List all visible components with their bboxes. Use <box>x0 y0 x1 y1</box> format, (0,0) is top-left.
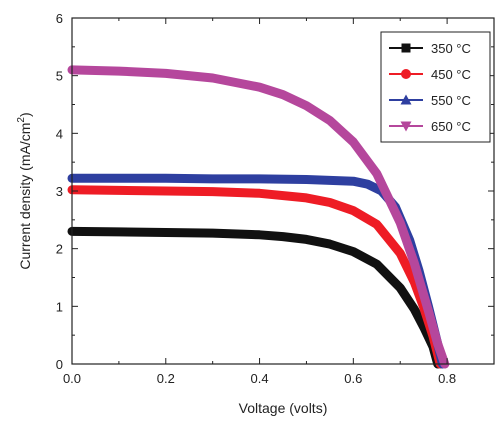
x-tick-label: 0.8 <box>438 371 456 386</box>
series-line <box>67 65 450 369</box>
x-tick-label: 0.0 <box>63 371 81 386</box>
legend-label: 650 °C <box>431 119 471 134</box>
legend-marker <box>401 43 411 53</box>
legend-label: 550 °C <box>431 93 471 108</box>
x-tick-label: 0.6 <box>344 371 362 386</box>
x-tick-label: 0.2 <box>157 371 175 386</box>
legend-marker <box>400 121 412 132</box>
legend-label: 350 °C <box>431 41 471 56</box>
legend-marker <box>401 69 411 79</box>
y-tick-label: 6 <box>56 11 63 26</box>
y-axis-title: Current density (mA/cm2) <box>16 112 33 269</box>
legend-box <box>380 31 491 143</box>
axes-layer: 0.0 0.2 0.4 0.6 0.8 0 1 2 3 4 5 6 <box>56 11 495 386</box>
curves-layer <box>67 65 450 369</box>
y-tick-label: 3 <box>56 184 63 199</box>
legend-label: 450 °C <box>431 67 471 82</box>
x-tick-label: 0.4 <box>251 371 269 386</box>
y-tick-label: 5 <box>56 69 63 84</box>
y-tick-label: 1 <box>56 299 63 314</box>
series-line <box>67 226 443 369</box>
y-tick-label: 0 <box>56 357 63 372</box>
legend-marker <box>400 94 412 105</box>
legend: 350 °C 450 °C 550 °C 650 °C <box>380 31 491 143</box>
y-tick-label: 2 <box>56 242 63 257</box>
y-tick-label: 4 <box>56 126 63 141</box>
x-axis-title: Voltage (volts) <box>239 400 328 416</box>
